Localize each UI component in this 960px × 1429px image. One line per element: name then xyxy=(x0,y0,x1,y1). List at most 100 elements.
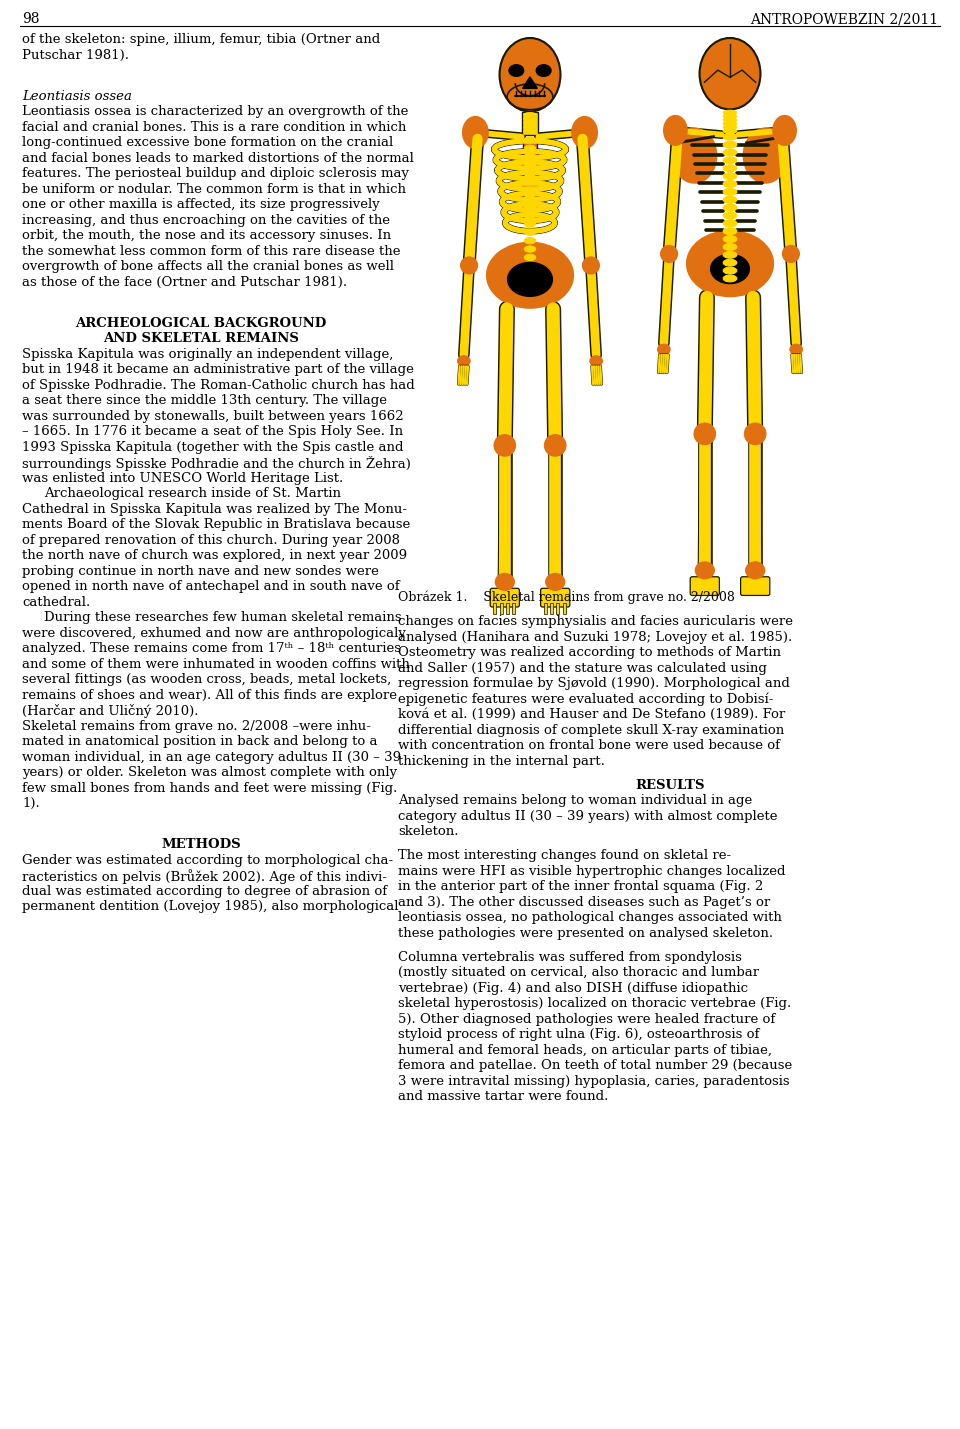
Ellipse shape xyxy=(723,114,737,119)
Text: permanent dentition (Lovejoy 1985), also morphological: permanent dentition (Lovejoy 1985), also… xyxy=(22,900,398,913)
Ellipse shape xyxy=(494,434,516,456)
Text: the somewhat less common form of this rare disease the: the somewhat less common form of this ra… xyxy=(22,244,400,257)
Ellipse shape xyxy=(700,39,760,110)
Text: the north nave of church was explored, in next year 2009: the north nave of church was explored, i… xyxy=(22,549,407,562)
Text: Analysed remains belong to woman individual in age: Analysed remains belong to woman individ… xyxy=(398,795,753,807)
Text: The most interesting changes found on skletal re-: The most interesting changes found on sk… xyxy=(398,849,732,862)
Ellipse shape xyxy=(719,89,740,104)
Text: – 1665. In 1776 it became a seat of the Spis Holy See. In: – 1665. In 1776 it became a seat of the … xyxy=(22,426,403,439)
Ellipse shape xyxy=(499,39,561,111)
Text: dual was estimated according to degree of abrasion of: dual was estimated according to degree o… xyxy=(22,885,387,897)
Ellipse shape xyxy=(723,124,737,130)
Ellipse shape xyxy=(723,252,737,259)
Text: femora and patellae. On teeth of total number 29 (because: femora and patellae. On teeth of total n… xyxy=(398,1059,792,1072)
Text: was enlisted into UNESCO World Heritage List.: was enlisted into UNESCO World Heritage … xyxy=(22,472,344,484)
Ellipse shape xyxy=(524,229,536,236)
Ellipse shape xyxy=(524,117,537,121)
Ellipse shape xyxy=(710,254,750,283)
Text: ments Board of the Slovak Republic in Bratislava because: ments Board of the Slovak Republic in Br… xyxy=(22,519,410,532)
Ellipse shape xyxy=(572,117,597,149)
Ellipse shape xyxy=(723,133,737,140)
Text: years) or older. Skeleton was almost complete with only: years) or older. Skeleton was almost com… xyxy=(22,766,397,779)
Ellipse shape xyxy=(524,153,536,160)
Text: epigenetic features were evaluated according to Dobisí-: epigenetic features were evaluated accor… xyxy=(398,693,774,706)
Text: and facial bones leads to marked distortions of the normal: and facial bones leads to marked distort… xyxy=(22,151,414,164)
Text: mated in anatomical position in back and belong to a: mated in anatomical position in back and… xyxy=(22,735,377,749)
Ellipse shape xyxy=(458,356,470,366)
Ellipse shape xyxy=(723,259,737,266)
FancyBboxPatch shape xyxy=(740,577,770,596)
Ellipse shape xyxy=(524,254,536,260)
Text: Columna vertebralis was suffered from spondylosis: Columna vertebralis was suffered from sp… xyxy=(398,950,742,963)
Text: Cathedral in Spisska Kapitula was realized by The Monu-: Cathedral in Spisska Kapitula was realiz… xyxy=(22,503,407,516)
Ellipse shape xyxy=(461,257,477,274)
Ellipse shape xyxy=(745,242,767,276)
Text: AND SKELETAL REMAINS: AND SKELETAL REMAINS xyxy=(103,332,299,346)
Text: thickening in the internal part.: thickening in the internal part. xyxy=(398,755,605,767)
Ellipse shape xyxy=(524,161,536,169)
Text: mains were HFI as visible hypertrophic changes localized: mains were HFI as visible hypertrophic c… xyxy=(398,865,785,877)
Ellipse shape xyxy=(723,129,737,133)
Text: analyzed. These remains come from 17ᵗʰ – 18ᵗʰ centuries: analyzed. These remains come from 17ᵗʰ –… xyxy=(22,642,401,654)
Text: skeleton.: skeleton. xyxy=(398,825,459,837)
Ellipse shape xyxy=(723,189,737,196)
Ellipse shape xyxy=(524,204,536,210)
Ellipse shape xyxy=(487,243,573,307)
Ellipse shape xyxy=(723,164,737,171)
Text: 5). Other diagnosed pathologies were healed fracture of: 5). Other diagnosed pathologies were hea… xyxy=(398,1013,776,1026)
Text: opened in north nave of antechapel and in south nave of: opened in north nave of antechapel and i… xyxy=(22,580,399,593)
Text: facial and cranial bones. This is a rare condition in which: facial and cranial bones. This is a rare… xyxy=(22,120,406,133)
Ellipse shape xyxy=(524,121,537,126)
Ellipse shape xyxy=(723,227,737,234)
Ellipse shape xyxy=(723,267,737,274)
Ellipse shape xyxy=(723,220,737,227)
Text: few small bones from hands and feet were missing (Fig.: few small bones from hands and feet were… xyxy=(22,782,397,795)
Ellipse shape xyxy=(524,237,536,244)
Text: leontiasis ossea, no pathological changes associated with: leontiasis ossea, no pathological change… xyxy=(398,912,781,925)
Ellipse shape xyxy=(524,213,536,219)
Text: METHODS: METHODS xyxy=(161,839,241,852)
Text: and 3). The other discussed diseases such as Paget’s or: and 3). The other discussed diseases suc… xyxy=(398,896,770,909)
Text: ANTROPOWEBZIN 2/2011: ANTROPOWEBZIN 2/2011 xyxy=(750,11,938,26)
Text: skeletal hyperostosis) localized on thoracic vertebrae (Fig.: skeletal hyperostosis) localized on thor… xyxy=(398,997,791,1010)
Ellipse shape xyxy=(545,573,564,590)
Ellipse shape xyxy=(524,113,537,117)
Text: with concentration on frontal bone were used because of: with concentration on frontal bone were … xyxy=(398,739,780,752)
Text: (mostly situated on cervical, also thoracic and lumbar: (mostly situated on cervical, also thora… xyxy=(398,966,759,979)
Ellipse shape xyxy=(723,141,737,149)
Bar xyxy=(522,141,538,220)
Ellipse shape xyxy=(723,180,737,187)
Ellipse shape xyxy=(745,423,766,444)
Text: Putschar 1981).: Putschar 1981). xyxy=(22,49,129,61)
Ellipse shape xyxy=(507,84,553,110)
Text: of prepared renovation of this church. During year 2008: of prepared renovation of this church. D… xyxy=(22,533,400,547)
Text: and some of them were inhumated in wooden coffins with: and some of them were inhumated in woode… xyxy=(22,657,410,670)
Text: RESULTS: RESULTS xyxy=(636,779,706,792)
Ellipse shape xyxy=(723,196,737,203)
Text: ková et al. (1999) and Hauser and De Stefano (1989). For: ková et al. (1999) and Hauser and De Ste… xyxy=(398,707,785,722)
Text: Leontiasis ossea: Leontiasis ossea xyxy=(22,90,132,103)
Text: of Spisske Podhradie. The Roman-Catholic church has had: of Spisske Podhradie. The Roman-Catholic… xyxy=(22,379,415,392)
Ellipse shape xyxy=(664,116,687,146)
Ellipse shape xyxy=(723,173,737,180)
Text: Skeletal remains from grave no. 2/2008 –were inhu-: Skeletal remains from grave no. 2/2008 –… xyxy=(22,720,371,733)
Text: probing continue in north nave and new sondes were: probing continue in north nave and new s… xyxy=(22,564,379,577)
Ellipse shape xyxy=(672,129,716,183)
Text: in the anterior part of the inner frontal squama (Fig. 2: in the anterior part of the inner fronta… xyxy=(398,880,763,893)
Text: overgrowth of bone affects all the cranial bones as well: overgrowth of bone affects all the crani… xyxy=(22,260,394,273)
Polygon shape xyxy=(522,77,538,89)
Text: increasing, and thus encroaching on the cavities of the: increasing, and thus encroaching on the … xyxy=(22,213,390,227)
Text: category adultus II (30 – 39 years) with almost complete: category adultus II (30 – 39 years) with… xyxy=(398,809,778,823)
Ellipse shape xyxy=(723,236,737,243)
Text: 3 were intravital missing) hypoplasia, caries, paradentosis: 3 were intravital missing) hypoplasia, c… xyxy=(398,1075,790,1087)
Text: and Saller (1957) and the stature was calculated using: and Saller (1957) and the stature was ca… xyxy=(398,662,767,674)
Ellipse shape xyxy=(693,242,715,276)
Text: 1993 Spisska Kapitula (together with the Spis castle and: 1993 Spisska Kapitula (together with the… xyxy=(22,440,403,453)
Ellipse shape xyxy=(723,204,737,211)
Text: racteristics on pelvis (Brůžek 2002). Age of this indivi-: racteristics on pelvis (Brůžek 2002). Ag… xyxy=(22,869,387,885)
Text: regression formulae by Sjøvold (1990). Morphological and: regression formulae by Sjøvold (1990). M… xyxy=(398,677,790,690)
FancyBboxPatch shape xyxy=(491,589,519,607)
Text: differential diagnosis of complete skull X-ray examination: differential diagnosis of complete skull… xyxy=(398,723,784,736)
Ellipse shape xyxy=(492,250,516,287)
Text: long-continued excessive bone formation on the cranial: long-continued excessive bone formation … xyxy=(22,136,394,149)
